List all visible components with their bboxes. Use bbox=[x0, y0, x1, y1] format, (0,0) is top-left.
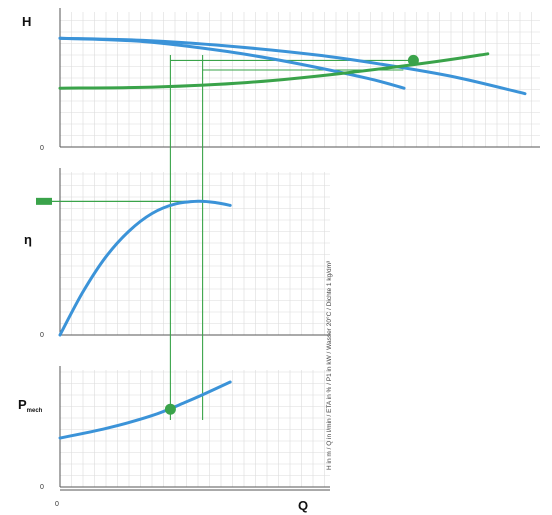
head-pump-curve-1 bbox=[58, 36, 527, 96]
power-origin-label: 0 bbox=[40, 484, 44, 491]
head-axis-label: H bbox=[22, 14, 31, 29]
efficiency-pump-curve-1 bbox=[58, 199, 232, 337]
flow-origin-label: 0 bbox=[55, 501, 59, 508]
curves-layer bbox=[58, 36, 527, 440]
grid-layer bbox=[59, 12, 540, 488]
units-note: H in m / Q in l/min / ETA in % / P1 in k… bbox=[325, 260, 333, 470]
power-axis-label-sub: mech bbox=[27, 408, 43, 414]
power-axis-label-main: P bbox=[18, 397, 27, 412]
power-operating-point-1 bbox=[164, 403, 176, 415]
head-operating-point-1 bbox=[407, 54, 419, 66]
head-origin-label: 0 bbox=[40, 145, 44, 152]
markers-layer bbox=[164, 54, 419, 415]
head-pump-curve-2 bbox=[58, 36, 406, 90]
efficiency-level-marker bbox=[36, 197, 52, 205]
flow-axis-label: Q bbox=[298, 498, 308, 513]
guide-lines-layer bbox=[36, 55, 414, 420]
power-axis-label: Pmech bbox=[18, 397, 43, 414]
head-system-curve-3 bbox=[58, 52, 490, 90]
efficiency-axis-label: η bbox=[24, 232, 32, 247]
efficiency-origin-label: 0 bbox=[40, 332, 44, 339]
axes-layer bbox=[59, 8, 540, 491]
